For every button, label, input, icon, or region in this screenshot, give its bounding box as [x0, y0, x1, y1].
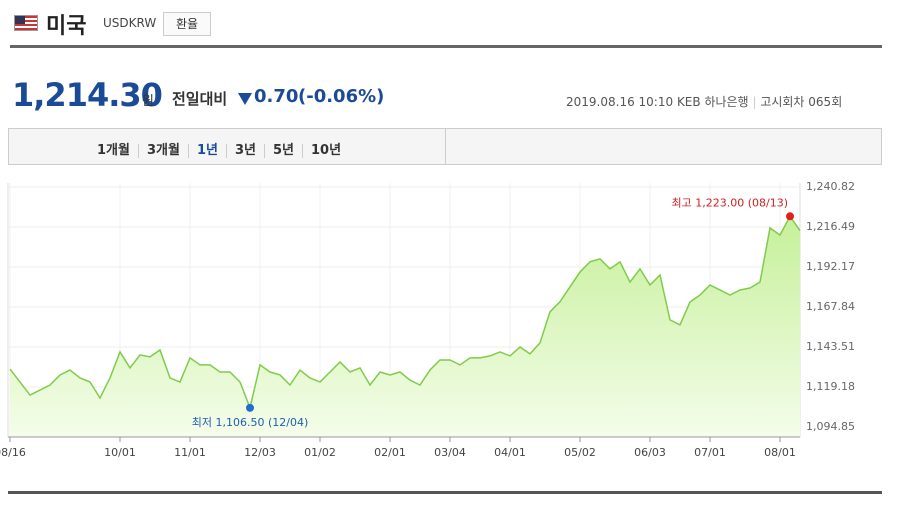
- x-tick-label: 01/02: [304, 446, 336, 459]
- y-tick-label: 1,167.84: [806, 300, 855, 313]
- change: 0.70: [254, 86, 299, 107]
- country: 미국: [46, 14, 87, 39]
- rate-button[interactable]: 환율: [163, 12, 211, 36]
- divider: [10, 45, 882, 48]
- period-tab[interactable]: 1년: [189, 144, 227, 158]
- datetime: 2019.08.16 10:10: [566, 95, 674, 109]
- x-tick-label: 12/03: [244, 446, 276, 459]
- y-tick-label: 1,240.82: [806, 180, 855, 193]
- price: 1,214.30: [12, 76, 163, 114]
- y-tick-label: 1,192.17: [806, 260, 855, 273]
- down-arrow: [238, 93, 252, 105]
- period-tab[interactable]: 3년: [227, 144, 265, 158]
- y-tick-label: 1,143.51: [806, 340, 855, 353]
- price-unit: 원: [142, 94, 154, 109]
- x-tick-label: 08/01: [764, 446, 796, 459]
- y-tick-label: 1,216.49: [806, 220, 855, 233]
- bank: KEB 하나은행: [676, 95, 749, 109]
- period-tab[interactable]: 10년: [310, 143, 342, 158]
- line: [9, 214, 801, 411]
- low-point: [246, 403, 254, 412]
- low-label: 최저 1,106.50 (12/04): [192, 416, 309, 429]
- period-tab[interactable]: 5년: [265, 144, 303, 158]
- x-tick-label: 11/01: [174, 446, 206, 459]
- x-tick-label: 03/04: [434, 446, 466, 459]
- compare-label: 전일대비: [172, 90, 228, 108]
- high-label: 최고 1,223.00 (08/13): [671, 196, 788, 209]
- y-tick-label: 1,094.85: [806, 420, 855, 433]
- x-tick-label: 10/01: [104, 446, 136, 459]
- y-tick-label: 1,119.18: [806, 380, 855, 393]
- x-tick-label: 08/16: [0, 446, 26, 459]
- change-pct: (-0.06%): [298, 86, 385, 107]
- period-tab[interactable]: 1개월: [89, 144, 139, 158]
- bottom-divider: [8, 491, 882, 494]
- x-tick-label: 04/01: [494, 446, 526, 459]
- x-tick-label: 07/01: [694, 446, 726, 459]
- period-tab[interactable]: 3개월: [139, 144, 189, 158]
- round: 고시회차 065회: [760, 95, 843, 109]
- tab-bar: 1개월 3개월 1년 3년 5년 10년: [8, 128, 882, 165]
- flag: [14, 15, 38, 31]
- x-tick-label: 02/01: [374, 446, 406, 459]
- x-tick-label: 06/03: [634, 446, 666, 459]
- area: [10, 216, 800, 437]
- code: USDKRW: [103, 16, 157, 30]
- chart: 1,094.85 1,119.18 1,143.51 1,167.84 1,192.17…: [0, 180, 855, 459]
- quote-info: 2019.08.16 10:10 KEB 하나은행 | 고시회차 065회: [566, 95, 843, 109]
- high-point: [786, 212, 794, 221]
- x-tick-label: 05/02: [564, 446, 596, 459]
